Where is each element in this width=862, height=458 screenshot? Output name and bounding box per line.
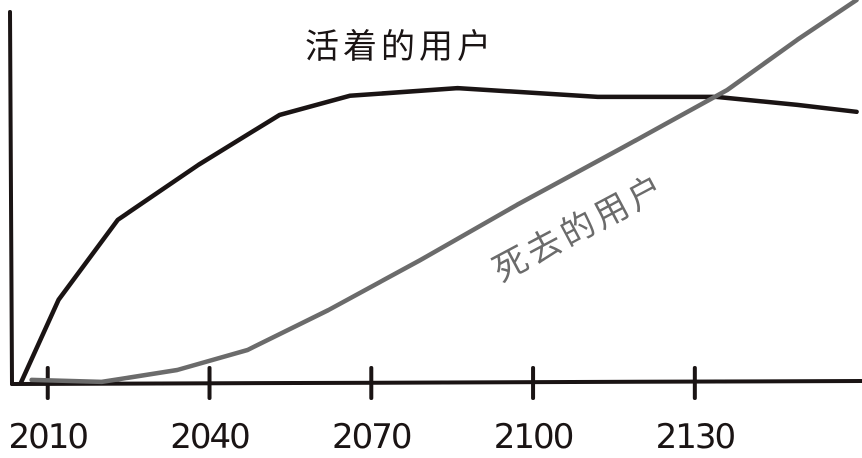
series-label: 活着的用户 (305, 27, 495, 67)
x-axis (10, 379, 862, 386)
y-axis (8, 10, 14, 386)
x-tick-label: 2130 (656, 417, 735, 457)
series-line (18, 85, 859, 386)
x-tick-label: 2070 (332, 417, 411, 457)
x-tick-label: 2040 (170, 417, 249, 457)
series-line (29, 0, 859, 385)
x-tick-label: 2100 (494, 417, 573, 457)
series-label: 死去的用户 (487, 166, 674, 291)
x-tick-label: 2010 (8, 417, 87, 457)
